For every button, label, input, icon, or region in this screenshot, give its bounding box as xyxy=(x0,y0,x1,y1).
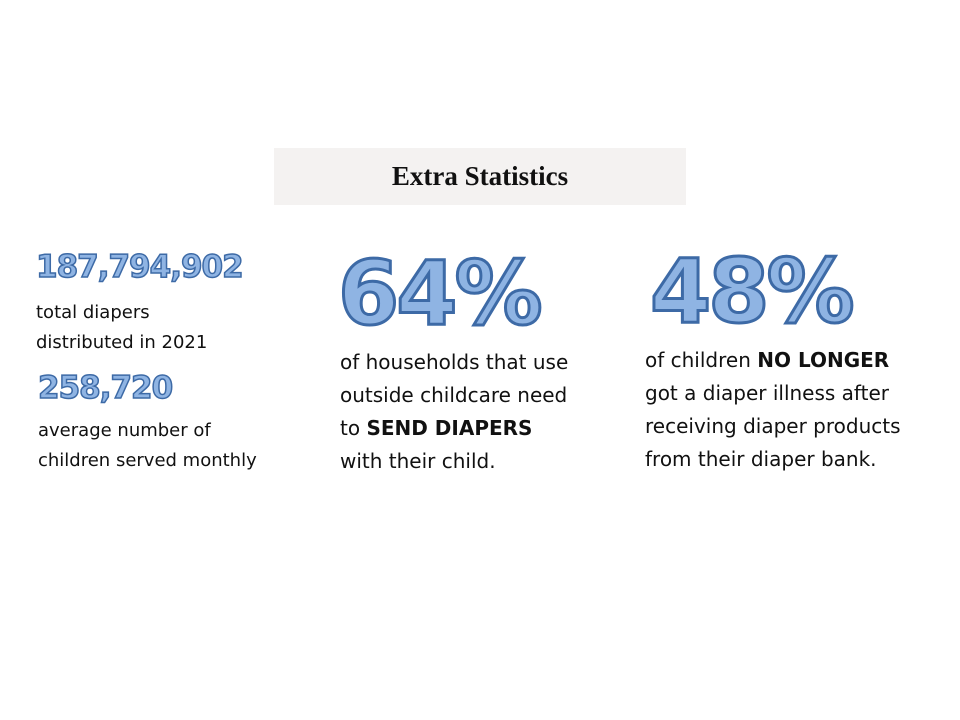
caption-line: with their child. xyxy=(340,449,496,473)
illness-caption: of children NO LONGER got a diaper illne… xyxy=(645,344,901,476)
caption-line: average number of xyxy=(38,420,211,441)
caption-emphasis: NO LONGER xyxy=(757,348,890,372)
caption-line: total diapers xyxy=(36,302,150,323)
total-diapers-caption: total diapers distributed in 2021 xyxy=(36,298,207,358)
total-diapers-number: 187,794,902 xyxy=(35,249,244,285)
page-title: Extra Statistics xyxy=(391,161,569,191)
caption-line: got a diaper illness after xyxy=(645,381,889,405)
caption-line: outside childcare need xyxy=(340,383,568,407)
caption-line: children served monthly xyxy=(38,450,257,471)
childcare-percent: 64% xyxy=(337,242,545,345)
title-banner: Extra Statistics xyxy=(274,148,686,205)
illness-percent: 48% xyxy=(649,240,857,343)
caption-line: from their diaper bank. xyxy=(645,447,877,471)
childcare-caption: of households that use outside childcare… xyxy=(340,346,568,478)
caption-line: receiving diaper products xyxy=(645,414,901,438)
children-served-caption: average number of children served monthl… xyxy=(38,416,257,476)
caption-text: of children xyxy=(645,348,758,372)
children-served-number: 258,720 xyxy=(37,370,174,406)
caption-text: to xyxy=(340,416,367,440)
caption-line: to SEND DIAPERS xyxy=(340,412,568,445)
caption-line: of households that use xyxy=(340,350,569,374)
caption-emphasis: SEND DIAPERS xyxy=(366,416,533,440)
caption-line: distributed in 2021 xyxy=(36,332,208,353)
caption-line: of children NO LONGER xyxy=(645,344,901,377)
